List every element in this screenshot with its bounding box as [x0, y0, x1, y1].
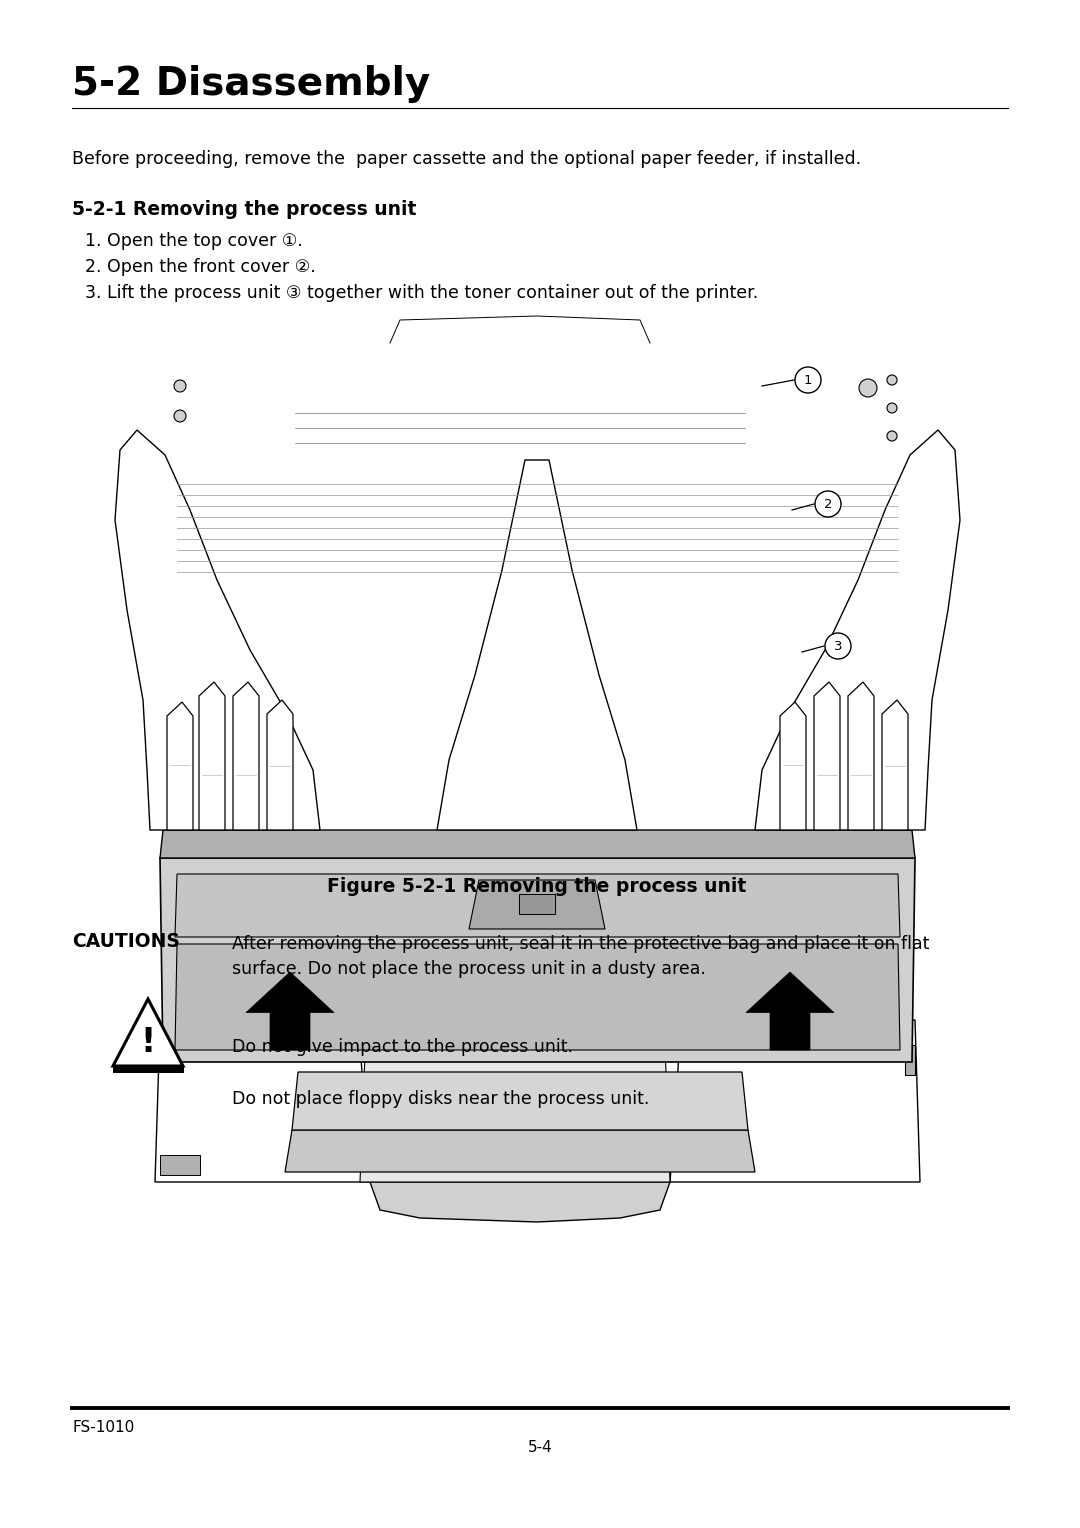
Text: 3. Lift the process unit ③ together with the toner container out of the printer.: 3. Lift the process unit ③ together with…: [85, 284, 758, 303]
Polygon shape: [175, 874, 900, 937]
Polygon shape: [746, 972, 834, 1050]
Text: Do not give impact to the process unit.: Do not give impact to the process unit.: [232, 1038, 573, 1056]
Bar: [113, 1067, 184, 1073]
Text: 1: 1: [804, 373, 812, 387]
Polygon shape: [160, 859, 915, 1062]
Polygon shape: [160, 1155, 200, 1175]
Text: 2: 2: [824, 498, 833, 510]
Polygon shape: [882, 700, 908, 830]
Text: 5-2 Disassembly: 5-2 Disassembly: [72, 66, 430, 102]
Polygon shape: [848, 681, 874, 830]
Polygon shape: [267, 700, 293, 830]
Text: 2. Open the front cover ②.: 2. Open the front cover ②.: [85, 258, 315, 277]
Polygon shape: [360, 1045, 670, 1183]
Polygon shape: [755, 429, 960, 830]
Text: !: !: [140, 1027, 156, 1059]
Circle shape: [815, 490, 841, 516]
Polygon shape: [670, 1021, 920, 1183]
Polygon shape: [370, 1183, 670, 1222]
Circle shape: [825, 633, 851, 659]
Circle shape: [859, 379, 877, 397]
Text: surface. Do not place the process unit in a dusty area.: surface. Do not place the process unit i…: [232, 960, 706, 978]
Text: 5-2-1 Removing the process unit: 5-2-1 Removing the process unit: [72, 200, 417, 219]
Polygon shape: [175, 944, 900, 1050]
Text: Do not place floppy disks near the process unit.: Do not place floppy disks near the proce…: [232, 1089, 649, 1108]
Text: After removing the process unit, seal it in the protective bag and place it on f: After removing the process unit, seal it…: [232, 935, 930, 953]
Circle shape: [887, 403, 897, 413]
Polygon shape: [292, 1073, 748, 1131]
Polygon shape: [167, 701, 193, 830]
Text: Figure 5-2-1 Removing the process unit: Figure 5-2-1 Removing the process unit: [327, 877, 746, 895]
Circle shape: [174, 380, 186, 393]
Polygon shape: [285, 1131, 755, 1172]
Circle shape: [887, 431, 897, 442]
Polygon shape: [437, 460, 637, 830]
Polygon shape: [160, 830, 915, 859]
Circle shape: [795, 367, 821, 393]
Polygon shape: [519, 894, 555, 914]
Text: 5-4: 5-4: [528, 1439, 552, 1455]
Polygon shape: [905, 1045, 915, 1076]
Text: CAUTIONS: CAUTIONS: [72, 932, 180, 950]
Polygon shape: [246, 972, 334, 1050]
Polygon shape: [469, 880, 605, 929]
Polygon shape: [199, 681, 225, 830]
Polygon shape: [780, 701, 806, 830]
Polygon shape: [113, 999, 183, 1067]
Circle shape: [887, 374, 897, 385]
Text: 3: 3: [834, 640, 842, 652]
Polygon shape: [233, 681, 259, 830]
Polygon shape: [156, 1025, 370, 1183]
Polygon shape: [814, 681, 840, 830]
Polygon shape: [114, 429, 320, 830]
Text: Before proceeding, remove the  paper cassette and the optional paper feeder, if : Before proceeding, remove the paper cass…: [72, 150, 861, 168]
Text: 1. Open the top cover ①.: 1. Open the top cover ①.: [85, 232, 302, 251]
Text: FS-1010: FS-1010: [72, 1420, 134, 1435]
Circle shape: [174, 410, 186, 422]
